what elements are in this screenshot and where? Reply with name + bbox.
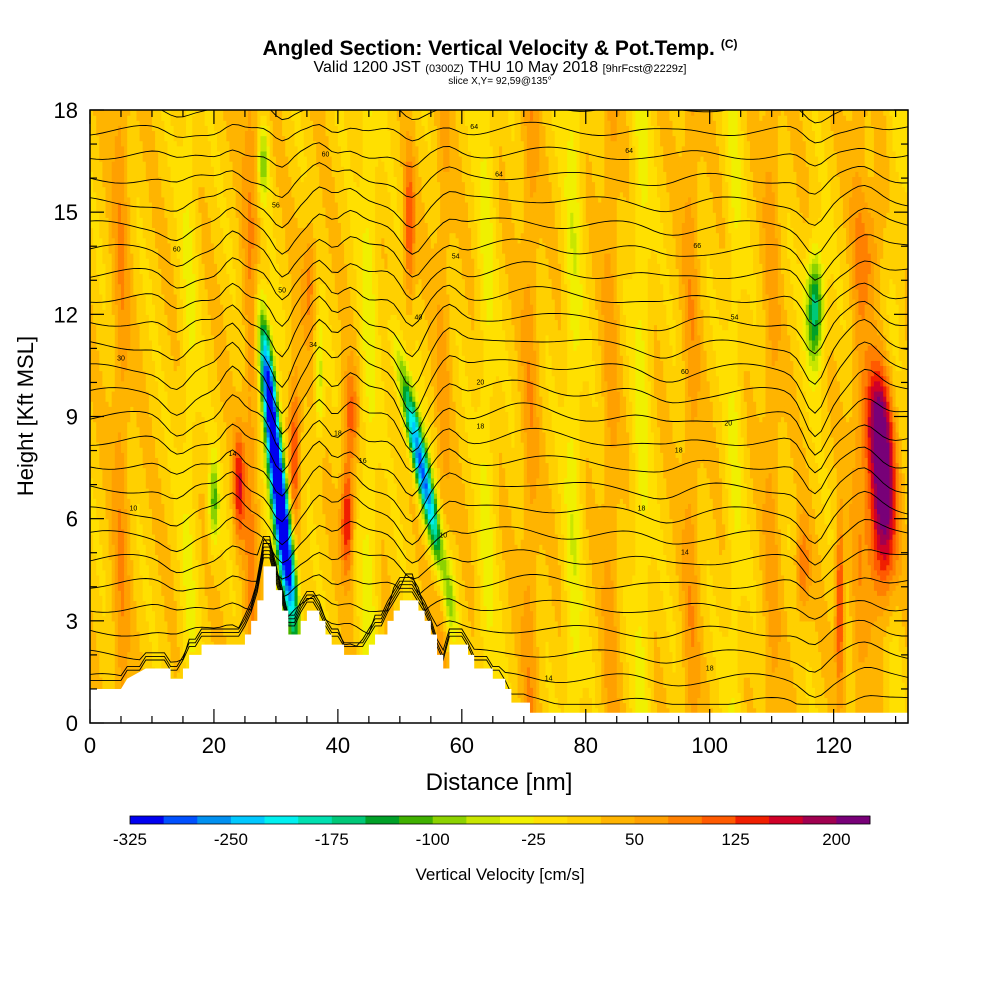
cross-section-plot: 1014181610141814181820182030344050545460… bbox=[0, 0, 1000, 1000]
velocity-field bbox=[90, 110, 909, 724]
